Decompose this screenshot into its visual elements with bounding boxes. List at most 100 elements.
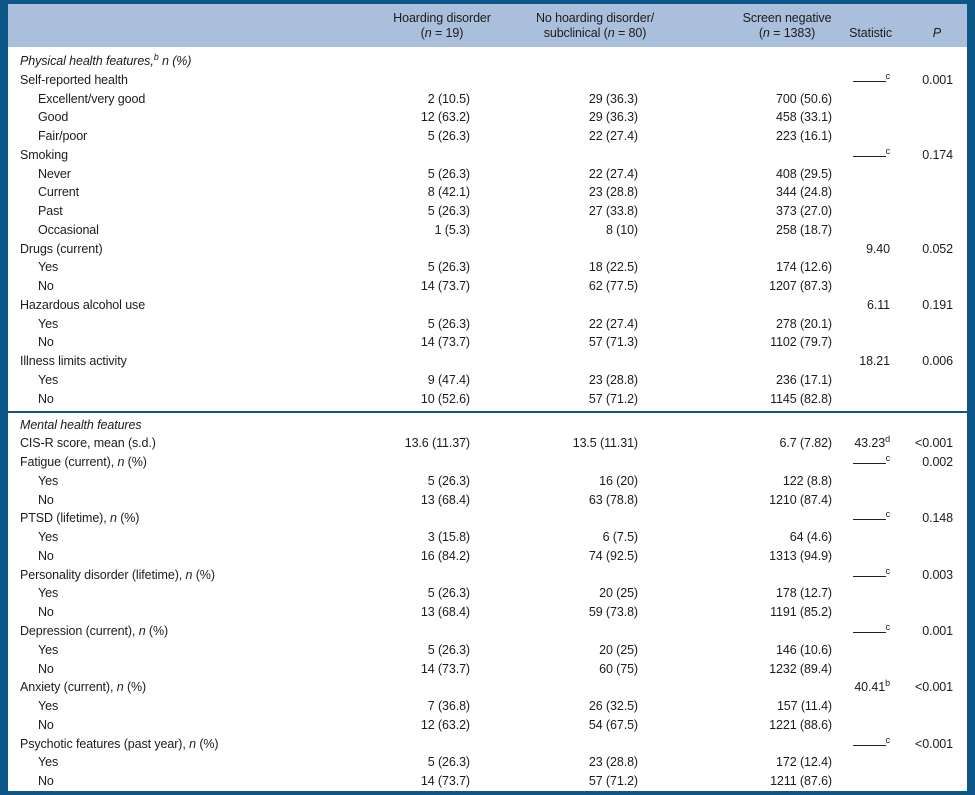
row-label: No bbox=[38, 279, 54, 294]
cell-statistic bbox=[840, 641, 900, 660]
cell-c3 bbox=[646, 296, 840, 315]
row-label: Self-reported health bbox=[20, 72, 128, 87]
cell-c2: 27 (33.8) bbox=[588, 204, 638, 219]
cell-statistic: 18.21 bbox=[859, 354, 890, 369]
cell-c2: 16 (20) bbox=[599, 473, 638, 488]
cell-p-value bbox=[900, 390, 967, 409]
cell-c2: 62 (77.5) bbox=[588, 279, 638, 294]
cell-c2: 20 (25) bbox=[599, 586, 638, 601]
cell-p-value bbox=[900, 221, 967, 240]
cell-statistic bbox=[840, 315, 900, 334]
cell-statistic bbox=[840, 697, 900, 716]
cell-c3: 1207 (87.3) bbox=[769, 279, 832, 294]
cell-c3: 146 (10.6) bbox=[776, 642, 832, 657]
cell-c2: 63 (78.8) bbox=[588, 492, 638, 507]
cell-c2 bbox=[478, 146, 646, 165]
row-label: Occasional bbox=[38, 222, 99, 237]
cell-c3 bbox=[646, 453, 840, 472]
cell-c1: 14 (73.7) bbox=[420, 774, 470, 789]
cell-c1: 5 (26.3) bbox=[427, 642, 470, 657]
row-label: Fair/poor bbox=[38, 129, 88, 144]
footnote-marker: c bbox=[885, 509, 891, 520]
row-label: Yes bbox=[38, 316, 59, 331]
cell-statistic bbox=[840, 660, 900, 679]
row-label: Yes bbox=[38, 373, 59, 388]
table-row: No 10 (52.6) 57 (71.2) 1145 (82.8) bbox=[8, 390, 967, 409]
table-row: No 14 (73.7) 57 (71.2) 1211 (87.6) bbox=[8, 772, 967, 791]
cell-c3 bbox=[646, 52, 840, 71]
cell-statistic bbox=[840, 716, 900, 735]
col-header-p-label: P bbox=[932, 26, 941, 40]
cell-p-value: 0.191 bbox=[922, 297, 953, 312]
footnote-marker: c bbox=[885, 452, 891, 463]
cell-c2: 6 (7.5) bbox=[602, 530, 639, 545]
cell-c1: 7 (36.8) bbox=[427, 699, 470, 714]
cell-c3: 1211 (87.6) bbox=[770, 774, 832, 789]
cell-c2 bbox=[478, 453, 646, 472]
cell-c3 bbox=[646, 678, 840, 697]
cell-c2 bbox=[478, 296, 646, 315]
cell-c3 bbox=[646, 240, 840, 259]
cell-p-value bbox=[900, 660, 967, 679]
row-label: No bbox=[38, 661, 54, 676]
cell-c1: 5 (26.3) bbox=[427, 204, 470, 219]
cell-c1: 8 (42.1) bbox=[427, 185, 470, 200]
cell-statistic bbox=[840, 416, 900, 435]
blank-statistic-line bbox=[852, 575, 886, 577]
cell-c2: 8 (10) bbox=[605, 222, 638, 237]
cell-c3: 258 (18.7) bbox=[776, 222, 832, 237]
cell-c1: 5 (26.3) bbox=[427, 586, 470, 601]
table-row: CIS-R score, mean (s.d.) 13.6 (11.37) 13.5… bbox=[8, 434, 967, 453]
row-label: Never bbox=[38, 166, 71, 181]
cell-c2: 26 (32.5) bbox=[588, 699, 638, 714]
cell-c3: 157 (11.4) bbox=[776, 699, 832, 714]
table-row: Occasional 1 (5.3) 8 (10) 258 (18.7) bbox=[8, 221, 967, 240]
cell-c2 bbox=[478, 352, 646, 371]
table-row: Excellent/very good 2 (10.5) 29 (36.3) 700 … bbox=[8, 90, 967, 109]
cell-p-value bbox=[900, 127, 967, 146]
table-row: No 14 (73.7) 62 (77.5) 1207 (87.3) bbox=[8, 277, 967, 296]
cell-p-value: 0.001 bbox=[922, 72, 953, 87]
table-row: No 13 (68.4) 59 (73.8) 1191 (85.2) bbox=[8, 603, 967, 622]
cell-c3: 236 (17.1) bbox=[776, 373, 832, 388]
table-body: Physical health features,b n (%) Self-rep… bbox=[8, 47, 967, 791]
col-header-p: P bbox=[900, 4, 967, 47]
cell-c3: 1210 (87.4) bbox=[769, 492, 832, 507]
cell-c3: 344 (24.8) bbox=[776, 185, 832, 200]
table-row: Never 5 (26.3) 22 (27.4) 408 (29.5) bbox=[8, 165, 967, 184]
cell-c1: 14 (73.7) bbox=[420, 661, 470, 676]
table-header-row: Hoarding disorder (n = 19) No hoarding d… bbox=[8, 4, 967, 47]
cell-c2: 23 (28.8) bbox=[588, 373, 638, 388]
cell-c1 bbox=[380, 146, 478, 165]
cell-p-value bbox=[900, 183, 967, 202]
cell-statistic bbox=[840, 277, 900, 296]
cell-p-value: <0.001 bbox=[915, 436, 953, 451]
cell-p-value bbox=[900, 772, 967, 791]
cell-p-value bbox=[900, 315, 967, 334]
row-label: Smoking bbox=[20, 147, 68, 162]
cell-p-value bbox=[900, 90, 967, 109]
cell-c3: 122 (8.8) bbox=[782, 473, 832, 488]
cell-c3: 1145 (82.8) bbox=[770, 391, 832, 406]
cell-p-value bbox=[900, 641, 967, 660]
cell-c3 bbox=[646, 622, 840, 641]
cell-c2: 23 (28.8) bbox=[588, 185, 638, 200]
cell-c1: 5 (26.3) bbox=[427, 755, 470, 770]
cell-p-value bbox=[900, 547, 967, 566]
row-label: Excellent/very good bbox=[38, 91, 146, 106]
table-row: Hazardous alcohol use 6.11 0.191 bbox=[8, 296, 967, 315]
table-row: Yes 5 (26.3) 23 (28.8) 172 (12.4) bbox=[8, 753, 967, 772]
table-row: Personality disorder (lifetime), n (%) c 0… bbox=[8, 566, 967, 585]
footnote-marker: c bbox=[885, 70, 891, 81]
cell-statistic bbox=[840, 472, 900, 491]
section-divider bbox=[8, 410, 967, 413]
table-row: Yes 9 (47.4) 23 (28.8) 236 (17.1) bbox=[8, 371, 967, 390]
row-label: Yes bbox=[38, 473, 59, 488]
cell-c1: 2 (10.5) bbox=[427, 91, 470, 106]
cell-statistic: 6.11 bbox=[866, 297, 890, 312]
cell-c3: 64 (4.6) bbox=[789, 530, 832, 545]
cell-c2: 18 (22.5) bbox=[588, 260, 638, 275]
cell-c1 bbox=[380, 622, 478, 641]
cell-statistic bbox=[840, 202, 900, 221]
cell-statistic bbox=[840, 603, 900, 622]
